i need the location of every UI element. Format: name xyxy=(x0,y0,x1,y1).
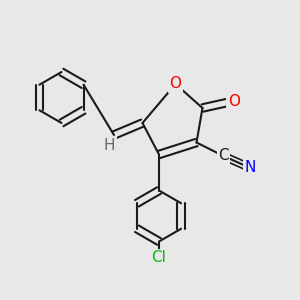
Text: H: H xyxy=(104,138,115,153)
Text: O: O xyxy=(169,76,181,92)
Text: C: C xyxy=(218,148,229,164)
Text: Cl: Cl xyxy=(152,250,166,266)
Text: O: O xyxy=(228,94,240,110)
Text: N: N xyxy=(245,160,256,175)
